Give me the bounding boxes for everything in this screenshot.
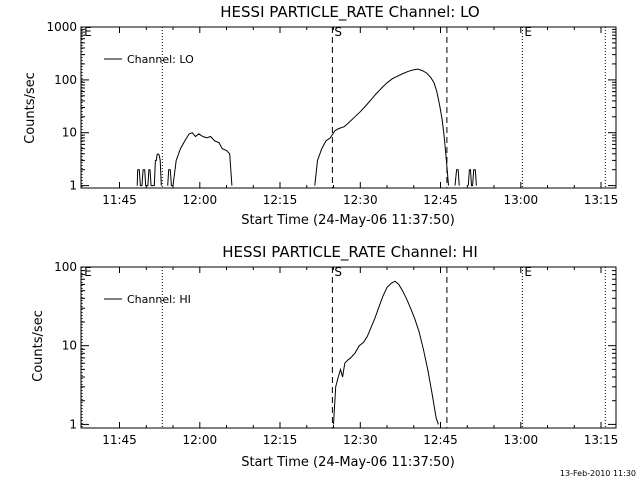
- plot-frame-lo: [80, 26, 617, 189]
- x-tick-label-0-1: 12:00: [183, 193, 218, 207]
- y-axis-label-hi: Counts/sec: [31, 310, 46, 382]
- x-axis-label-hi: Start Time (24-May-06 11:37:50): [241, 455, 455, 470]
- legend-lo: Channel: LO: [104, 53, 194, 66]
- legend-hi: Channel: HI: [104, 293, 191, 306]
- legend-label-lo: Channel: LO: [127, 53, 194, 66]
- x-tick-label-0-4: 12:45: [423, 193, 458, 207]
- y-tick-label-0-2: 100: [54, 73, 77, 87]
- y-tick-label-0-0: 1: [69, 179, 77, 193]
- marker-label-0-4: E: [524, 25, 532, 39]
- y-tick-label-1-2: 100: [54, 260, 77, 274]
- legend-label-hi: Channel: HI: [127, 293, 191, 306]
- x-tick-label-1-4: 12:45: [423, 433, 458, 447]
- x-tick-label-0-5: 13:00: [504, 193, 539, 207]
- marker-label-0-2: S: [334, 25, 342, 39]
- chart-title-lo: HESSI PARTICLE_RATE Channel: LO: [220, 3, 479, 22]
- axis-ticks-hi: 11:45 12:00 12:15 12:30 12:45 13:00 13:15 1 10 10…: [54, 260, 618, 447]
- data-line-hi: [333, 280, 439, 425]
- y-axis-label-lo: Counts/sec: [23, 72, 38, 144]
- x-tick-label-1-5: 13:00: [504, 433, 539, 447]
- chart-title-hi: HESSI PARTICLE_RATE Channel: HI: [222, 243, 478, 262]
- x-tick-label-1-6: 13:15: [584, 433, 619, 447]
- panel-hi: HESSI PARTICLE_RATE Channel: HI E S E 11:4…: [31, 243, 618, 470]
- y-tick-label-0-1: 10: [62, 126, 77, 140]
- x-tick-label-0-2: 12:15: [263, 193, 298, 207]
- x-tick-label-0-0: 11:45: [102, 193, 137, 207]
- y-tick-label-1-1: 10: [62, 339, 77, 353]
- y-tick-label-0-3: 1000: [46, 20, 77, 34]
- marker-label-1-2: S: [334, 265, 342, 279]
- y-tick-label-1-0: 1: [69, 417, 77, 431]
- marker-label-1-4: E: [524, 265, 532, 279]
- x-tick-label-1-3: 12:30: [343, 433, 378, 447]
- x-axis-label-lo: Start Time (24-May-06 11:37:50): [241, 213, 455, 228]
- x-tick-label-0-3: 12:30: [343, 193, 378, 207]
- footer-timestamp: 13-Feb-2010 11:30: [560, 469, 636, 478]
- x-tick-label-0-6: 13:15: [584, 193, 619, 207]
- panel-lo: HESSI PARTICLE_RATE Channel: LO E S E 11:4…: [23, 3, 618, 228]
- plot-frame-hi: [80, 266, 617, 429]
- marker-label-1-0: E: [84, 265, 92, 279]
- x-tick-label-1-1: 12:00: [183, 433, 218, 447]
- x-tick-label-1-0: 11:45: [102, 433, 137, 447]
- axis-ticks-lo: 11:45 12:00 12:15 12:30 12:45 13:00 13:15 1 10 10…: [46, 20, 618, 207]
- x-tick-label-1-2: 12:15: [263, 433, 298, 447]
- marker-label-0-0: E: [84, 25, 92, 39]
- data-line-lo: [136, 68, 477, 187]
